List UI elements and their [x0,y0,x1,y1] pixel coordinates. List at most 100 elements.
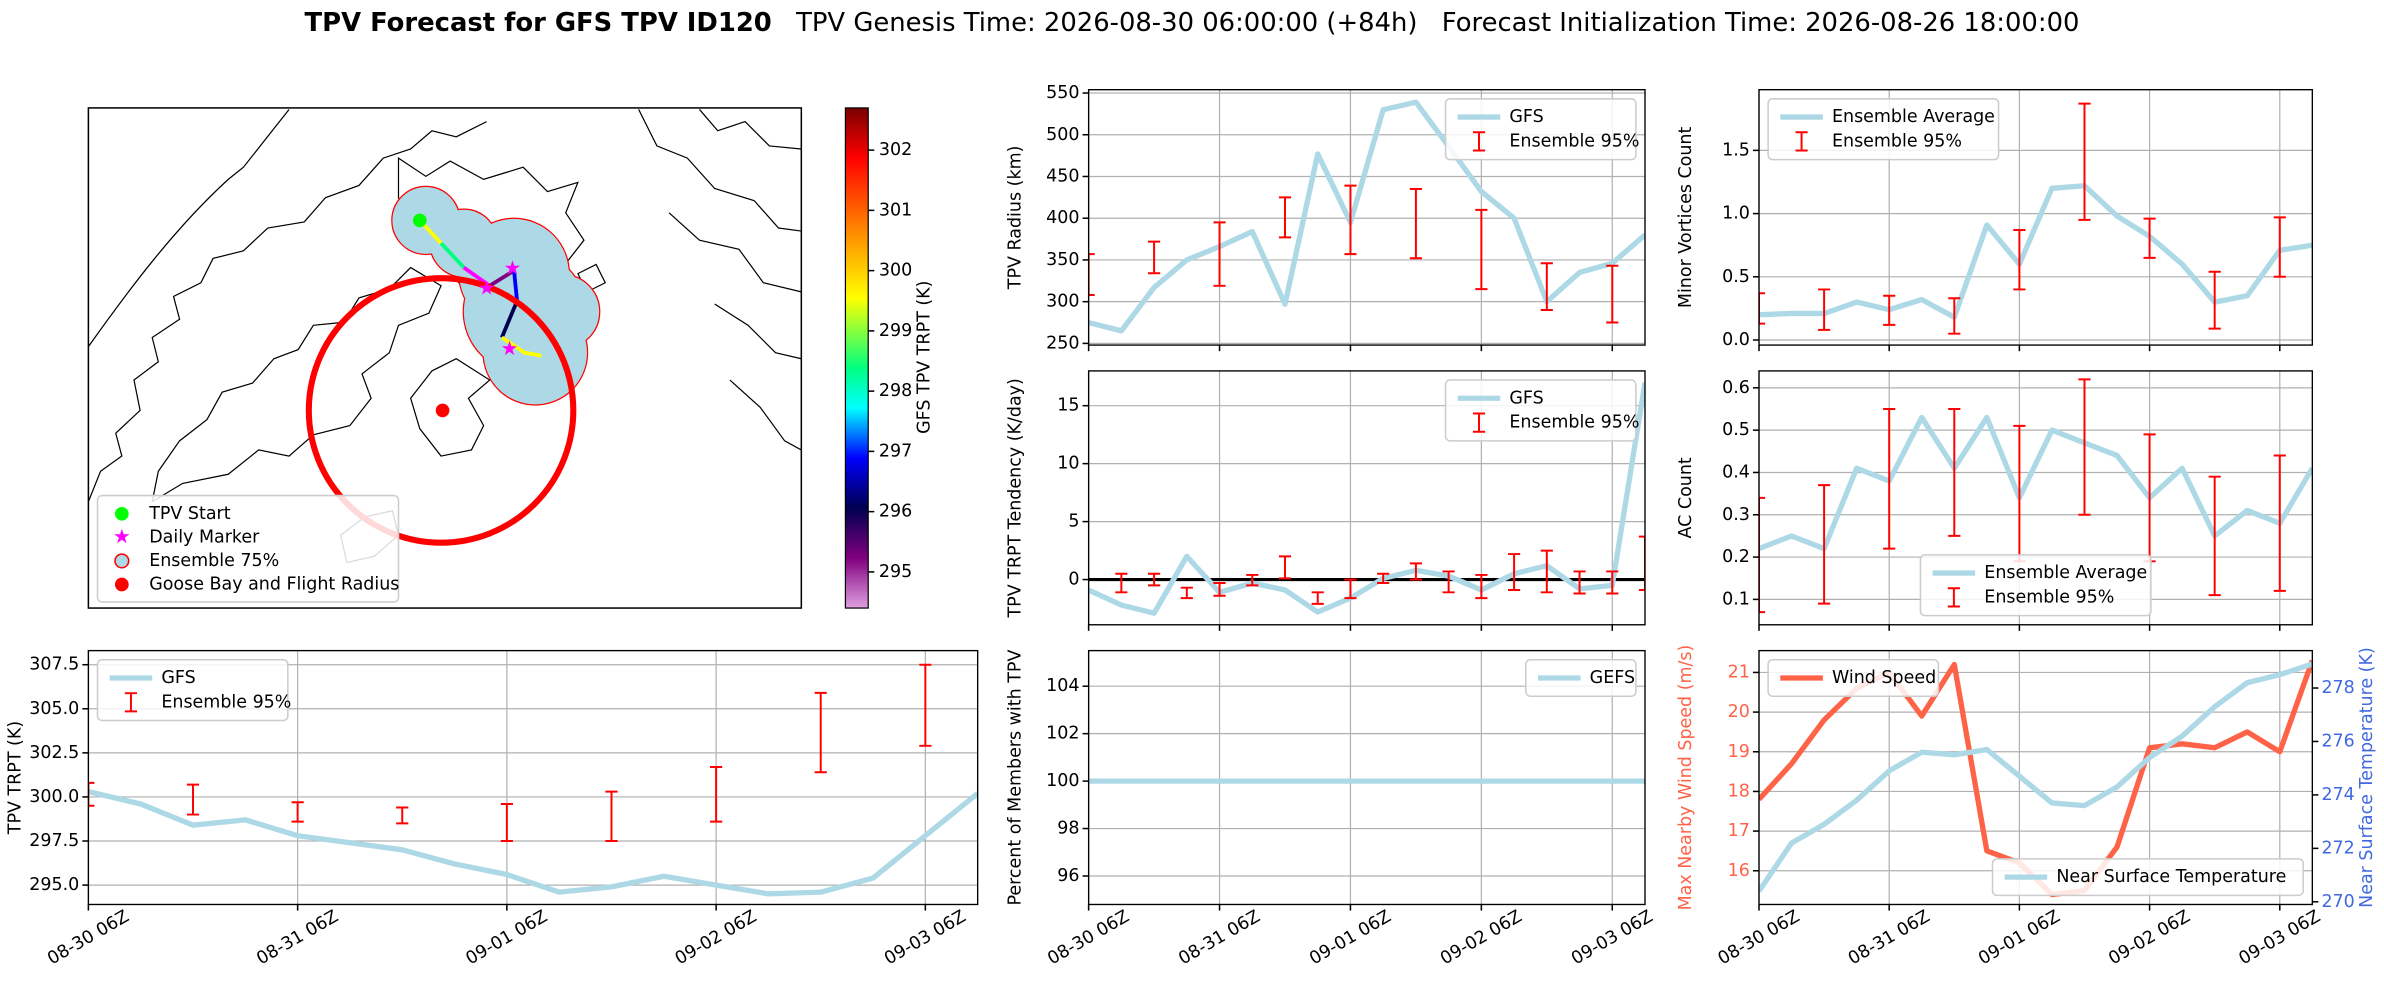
plot-frame [87,649,979,906]
error-bar [1278,555,1292,580]
x-tick-label: 09-01 06Z [463,907,551,970]
error-bar [1409,562,1422,581]
x-tick-label: 08-30 06Z [44,907,132,970]
plot-area [88,663,978,897]
legend-swatch [1472,412,1486,433]
colorbar-tick-label: 297 [879,441,912,461]
legend-label: Goose Bay and Flight Radius [149,574,399,594]
legend-box [1444,98,1637,161]
error-bar [1442,570,1455,594]
series-line [1759,183,2313,320]
y-tick-label: 0.4 [1722,462,1750,482]
error-bar [1180,586,1193,600]
error-bar [1540,549,1553,594]
error-bar [2208,270,2221,330]
error-bar [500,802,513,842]
colorbar-tick-label: 302 [879,140,912,160]
y-axis-label: Minor Vortices Count [1676,126,1696,308]
error-bar [1213,221,1226,287]
error-bar [1818,288,1831,331]
y-tick-label: 20 [1728,702,1750,722]
legend: GFS Ensemble 95% [96,658,291,722]
plot-frame [1758,649,2314,906]
error-bar [2273,454,2286,592]
svg-text:★: ★ [504,257,522,280]
error-bar [1508,553,1521,591]
y-tick-label: 0.1 [1722,589,1750,609]
legend: TPV Start ★ Daily Marker Ensemble 75% Goose … [96,494,399,603]
daily-markers: ★ ★ ★ [478,257,522,361]
legend-label: GFS [161,668,195,688]
x-tick-label: 09-03 06Z [1568,907,1656,970]
y-tick-label: 15 [1057,396,1079,416]
error-bar [2143,217,2156,259]
error-bar [814,691,827,774]
y-axis-label: TPV Radius (km) [1006,146,1026,291]
error-bar [1115,572,1128,594]
error-bar [1246,573,1259,587]
error-bar [1540,262,1553,312]
legend-swatch [1947,587,1960,608]
y-tick-label: 302.5 [29,743,79,763]
x-tick-label: 08-30 06Z [1715,907,1803,970]
legend-box [1991,858,2304,897]
y-tick-label: 300.0 [29,787,79,807]
colorbar [844,107,869,609]
legend-label: GFS [1509,388,1543,408]
legend-label: TPV Start [148,504,231,524]
error-bar [1475,208,1488,291]
legend-label: Ensemble 75% [149,551,279,571]
error-bar [1638,535,1645,591]
colorbar-tick-label: 299 [879,321,912,341]
legend-label: Daily Marker [149,527,260,547]
y-tick-label: 1.0 [1722,204,1750,224]
y-axis-label: Percent of Members with TPV [1006,650,1026,906]
y-tick-label: 18 [1728,781,1750,801]
colorbar-tick-label: 296 [879,502,912,522]
y-axis-label: TPV TRPT Tendency (K/day) [1006,378,1026,618]
series-line [1759,661,2313,893]
y-tick-label: 0.2 [1722,547,1750,567]
legend-swatch: ★ [113,525,131,548]
legend-label: Ensemble 95% [1509,413,1639,433]
y-axis-label: AC Count [1676,457,1696,538]
legend-label: Ensemble 95% [1984,587,2114,607]
error-bar [396,806,409,825]
y-tick-label: 100 [1046,771,1079,791]
title-init: Forecast Initialization Time: 2026-08-26… [1442,7,2080,37]
legend-box [1444,379,1637,442]
y-tick-label: 250 [1046,333,1079,353]
y-tick-label: 0.6 [1722,378,1750,398]
colorbar-tick-label: 301 [879,200,912,220]
y-tick-label: 297.5 [29,831,79,851]
plot-area [1759,102,2313,335]
y-tick-label: 305.0 [29,699,79,719]
series-line [1759,414,2313,552]
error-bar [1344,184,1357,256]
y-tick-label: 98 [1057,819,1079,839]
legend-box [1525,658,1637,697]
svg-text:★: ★ [478,276,496,299]
error-bar [1213,582,1226,597]
legend-label: GFS [1509,107,1543,127]
legend-label: Near Surface Temperature [2056,867,2286,887]
error-bar [919,663,932,747]
error-bar [1948,408,1961,537]
colorbar-tick-label: 300 [879,261,912,281]
legend-swatch [114,506,129,521]
legend-swatch [114,553,130,569]
y2-tick-label: 278 [2321,678,2354,698]
y2-tick-label: 272 [2321,838,2354,858]
legend-label: Ensemble 95% [1509,131,1639,151]
legend-box [1767,658,1940,697]
x-tick-label: 09-01 06Z [1306,907,1394,970]
error-bar [2273,216,2286,278]
error-bar [1883,408,1896,550]
plot-area [1088,99,1645,334]
legend: Ensemble Average Ensemble 95% [1767,98,2000,161]
title: TPV Forecast for GFS TPV ID120 TPV Genesi… [305,7,2080,37]
x-tick-label: 09-02 06Z [1437,907,1525,970]
y-tick-label: 21 [1728,662,1750,682]
error-bar [186,783,200,816]
svg-text:★: ★ [501,337,519,360]
